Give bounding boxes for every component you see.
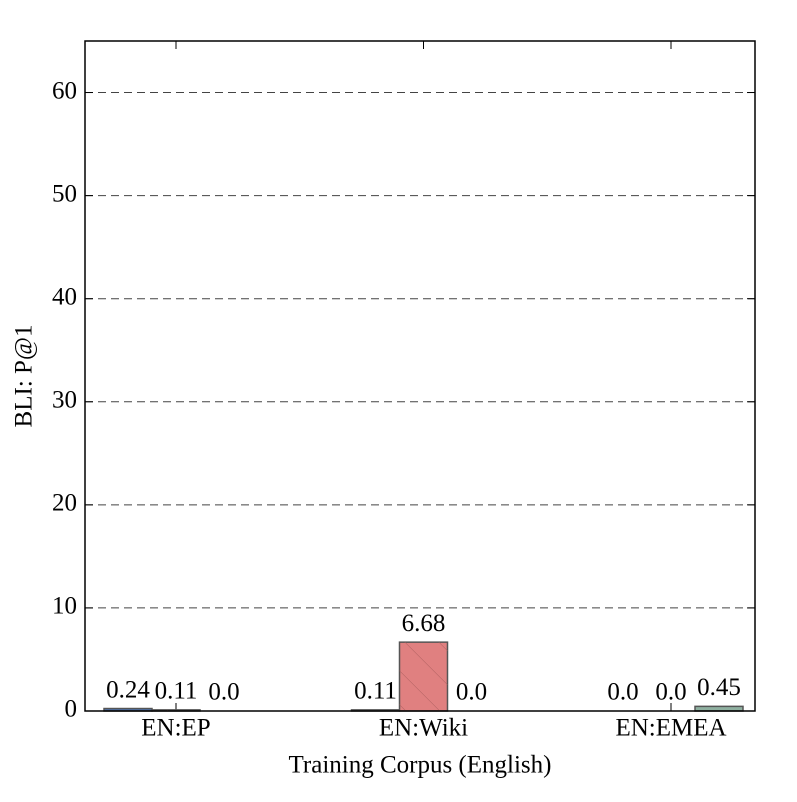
value-label: 0.0 <box>456 679 487 706</box>
x-tick-label: EN:EMEA <box>615 715 726 742</box>
y-tick-label: 10 <box>52 593 77 620</box>
value-label: 0.0 <box>208 679 239 706</box>
y-axis-label: BLI: P@1 <box>11 325 38 428</box>
value-label: 0.0 <box>607 679 638 706</box>
x-axis-label: Training Corpus (English) <box>289 752 552 779</box>
x-tick-label: EN:Wiki <box>379 715 468 742</box>
x-tick-label: EN:EP <box>141 715 210 742</box>
y-tick-label: 20 <box>52 490 77 517</box>
value-label: 0.24 <box>106 676 150 703</box>
plot-frame <box>84 40 756 712</box>
y-tick-label: 60 <box>52 77 77 104</box>
value-label: 0.45 <box>697 674 741 701</box>
y-tick-label: 50 <box>52 180 77 207</box>
value-label: 0.11 <box>354 678 397 705</box>
y-tick-label: 30 <box>52 387 77 414</box>
value-label: 0.0 <box>655 679 686 706</box>
value-label: 6.68 <box>402 610 446 637</box>
y-tick-label: 40 <box>52 283 77 310</box>
y-tick-label: 0 <box>65 696 78 723</box>
bar-hatch <box>399 642 448 711</box>
value-label: 0.11 <box>155 678 198 705</box>
